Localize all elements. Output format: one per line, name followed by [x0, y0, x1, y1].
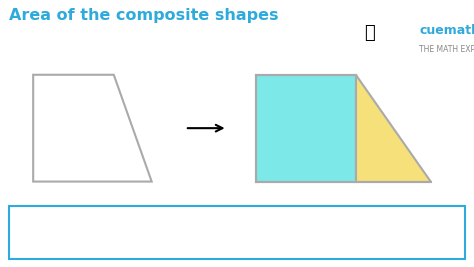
Text: Total Area  =  (: Total Area = ( — [19, 226, 135, 239]
Text: ): ) — [419, 226, 430, 239]
Polygon shape — [256, 75, 356, 182]
Text: cuemath: cuemath — [419, 24, 474, 37]
FancyBboxPatch shape — [9, 206, 465, 259]
Polygon shape — [33, 75, 152, 182]
Text: 🚀: 🚀 — [365, 24, 375, 42]
Text: THE MATH EXPERT: THE MATH EXPERT — [419, 45, 474, 54]
Text: Area of the composite shapes: Area of the composite shapes — [9, 8, 279, 23]
Text: Area of Square: Area of Square — [140, 226, 252, 239]
Text: )  +  (: ) + ( — [239, 226, 291, 239]
Text: Area of Triangle: Area of Triangle — [294, 226, 413, 239]
Polygon shape — [356, 75, 431, 182]
